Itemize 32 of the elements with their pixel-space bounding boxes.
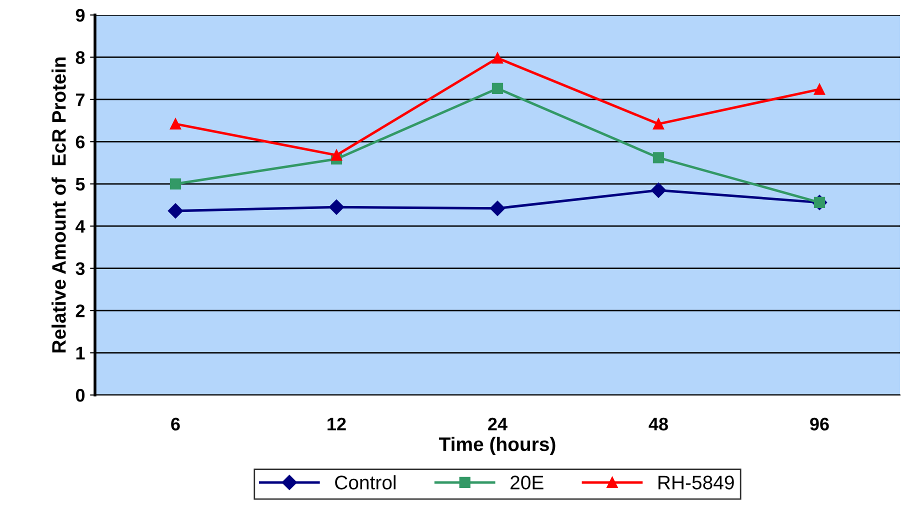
point xyxy=(814,84,826,95)
x-tick-label: 48 xyxy=(648,418,668,430)
point xyxy=(328,200,344,215)
point xyxy=(170,118,182,130)
y-tick-label: 0 xyxy=(76,388,85,402)
y-tick-label: 3 xyxy=(76,262,85,276)
x-tick-label: 6 xyxy=(171,418,180,430)
x-tick-label: 12 xyxy=(328,418,346,430)
y-tick-label: 5 xyxy=(76,178,85,191)
y-tick-label: 9 xyxy=(76,8,85,22)
y-tick-label: 7 xyxy=(76,94,84,106)
y-tick-label: 8 xyxy=(76,51,85,64)
x-tick-label: 96 xyxy=(810,418,829,430)
legend-label: Control xyxy=(335,475,396,490)
x-axis-title: Time (hours) xyxy=(439,436,556,455)
point xyxy=(330,150,342,161)
point xyxy=(168,203,184,218)
point xyxy=(652,118,664,130)
point xyxy=(492,52,504,64)
y-tick-label: 6 xyxy=(76,136,85,148)
point xyxy=(170,178,182,190)
y-tick-label: 1 xyxy=(76,346,85,360)
point xyxy=(490,200,506,216)
legend-label: 20E xyxy=(510,476,544,490)
x-tick-label: 24 xyxy=(488,418,508,430)
y-axis-title: Relative Amount of EcR Protein xyxy=(52,57,66,352)
y-tick-label: 4 xyxy=(76,220,86,233)
point xyxy=(492,82,504,94)
point xyxy=(652,152,664,164)
legend-label: RH-5849 xyxy=(658,476,734,490)
point xyxy=(650,182,666,198)
y-tick-label: 2 xyxy=(76,304,85,318)
